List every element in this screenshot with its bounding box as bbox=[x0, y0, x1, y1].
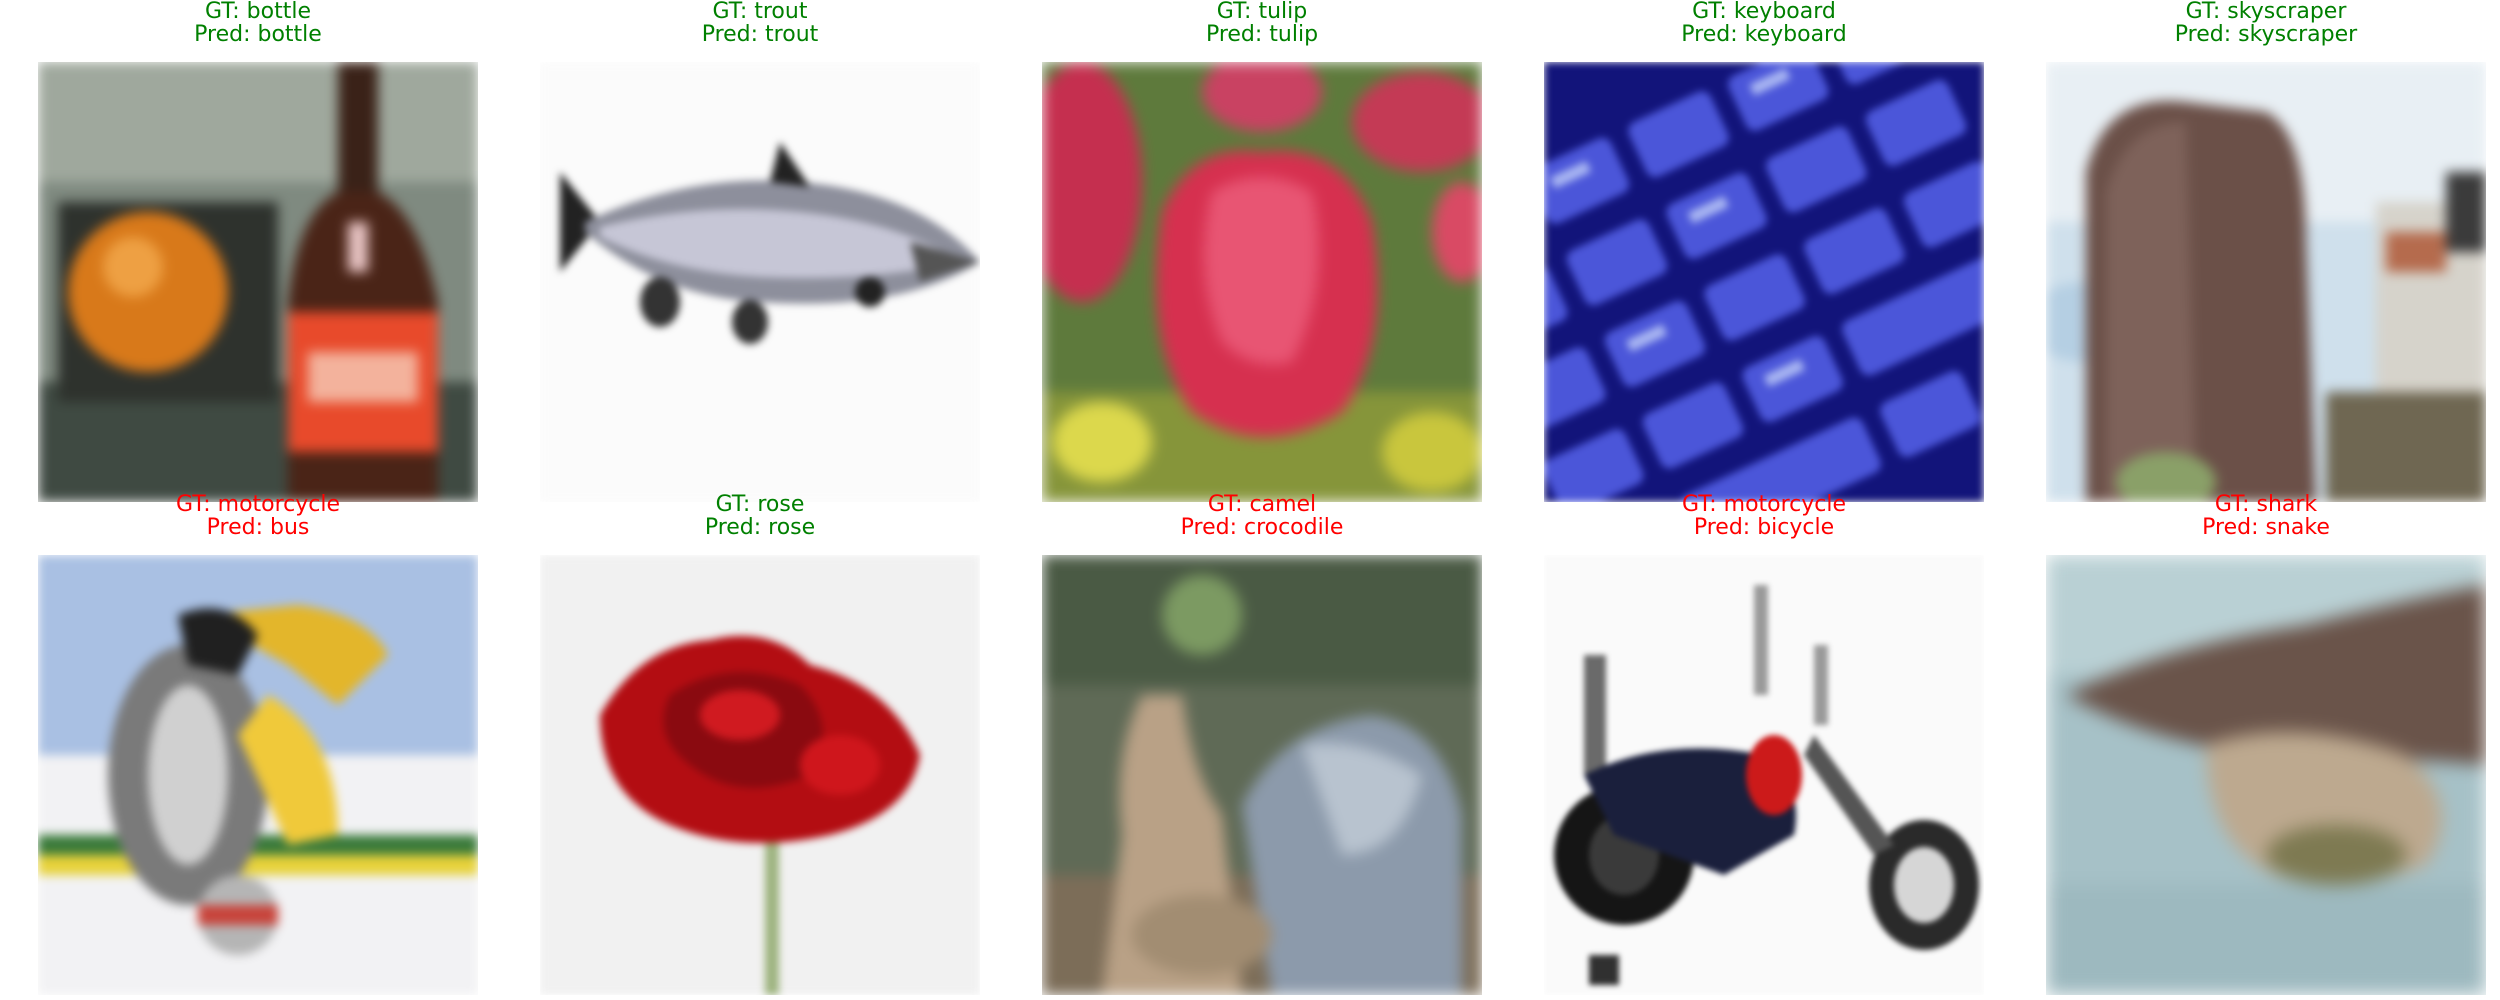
black-motorcycle-photo bbox=[1544, 555, 1984, 995]
ground-truth-label: GT: motorcycle bbox=[175, 492, 341, 517]
prediction-label: Pred: skyscraper bbox=[2174, 22, 2358, 47]
ground-truth-label: GT: shark bbox=[2214, 492, 2318, 517]
ground-truth-label: GT: tulip bbox=[1216, 0, 1308, 24]
red-tulip-photo bbox=[1042, 62, 1482, 502]
sample-cell-3: GT: keyboard Pred: keyboard bbox=[1544, 0, 1984, 502]
sample-cell-4: GT: skyscraper Pred: skyscraper bbox=[2046, 0, 2486, 502]
sample-cell-5: GT: motorcycle Pred: bus bbox=[38, 493, 478, 995]
ground-truth-label: GT: skyscraper bbox=[2185, 0, 2347, 24]
prediction-label: Pred: keyboard bbox=[1681, 22, 1847, 47]
prediction-label: Pred: trout bbox=[701, 22, 819, 47]
ground-truth-label: GT: keyboard bbox=[1692, 0, 1836, 24]
trout-fish-photo bbox=[540, 62, 980, 502]
sample-caption: GT: bottle Pred: bottle bbox=[38, 0, 478, 50]
sample-caption: GT: motorcycle Pred: bicycle bbox=[1544, 493, 1984, 543]
camel-photo bbox=[1042, 555, 1482, 995]
motorcycle-poster-photo bbox=[38, 555, 478, 995]
sample-cell-0: GT: bottle Pred: bottle bbox=[38, 0, 478, 502]
prediction-label: Pred: rose bbox=[704, 515, 816, 540]
skyscraper-photo bbox=[2046, 62, 2486, 502]
ground-truth-label: GT: rose bbox=[715, 492, 805, 517]
prediction-label: Pred: bottle bbox=[194, 22, 322, 47]
ground-truth-label: GT: trout bbox=[712, 0, 808, 24]
sample-cell-8: GT: motorcycle Pred: bicycle bbox=[1544, 493, 1984, 995]
sample-caption: GT: rose Pred: rose bbox=[540, 493, 980, 543]
prediction-label: Pred: crocodile bbox=[1180, 515, 1344, 540]
sample-cell-7: GT: camel Pred: crocodile bbox=[1042, 493, 1482, 995]
shark-photo bbox=[2046, 555, 2486, 995]
sample-cell-6: GT: rose Pred: rose bbox=[540, 493, 980, 995]
sample-caption: GT: skyscraper Pred: skyscraper bbox=[2046, 0, 2486, 50]
sample-caption: GT: keyboard Pred: keyboard bbox=[1544, 0, 1984, 50]
prediction-label: Pred: tulip bbox=[1205, 22, 1319, 47]
sample-caption: GT: tulip Pred: tulip bbox=[1042, 0, 1482, 50]
sample-cell-9: GT: shark Pred: snake bbox=[2046, 493, 2486, 995]
sample-caption: GT: trout Pred: trout bbox=[540, 0, 980, 50]
sample-caption: GT: motorcycle Pred: bus bbox=[38, 493, 478, 543]
prediction-label: Pred: snake bbox=[2202, 515, 2330, 540]
ground-truth-label: GT: camel bbox=[1207, 492, 1317, 517]
sample-cell-1: GT: trout Pred: trout bbox=[540, 0, 980, 502]
blue-keyboard-photo bbox=[1544, 62, 1984, 502]
sample-caption: GT: shark Pred: snake bbox=[2046, 493, 2486, 543]
sample-cell-2: GT: tulip Pred: tulip bbox=[1042, 0, 1482, 502]
prediction-label: Pred: bicycle bbox=[1693, 515, 1835, 540]
sample-caption: GT: camel Pred: crocodile bbox=[1042, 493, 1482, 543]
bottle-and-orange-photo bbox=[38, 62, 478, 502]
ground-truth-label: GT: bottle bbox=[204, 0, 311, 24]
ground-truth-label: GT: motorcycle bbox=[1681, 492, 1847, 517]
red-rose-photo bbox=[540, 555, 980, 995]
prediction-label: Pred: bus bbox=[206, 515, 310, 540]
